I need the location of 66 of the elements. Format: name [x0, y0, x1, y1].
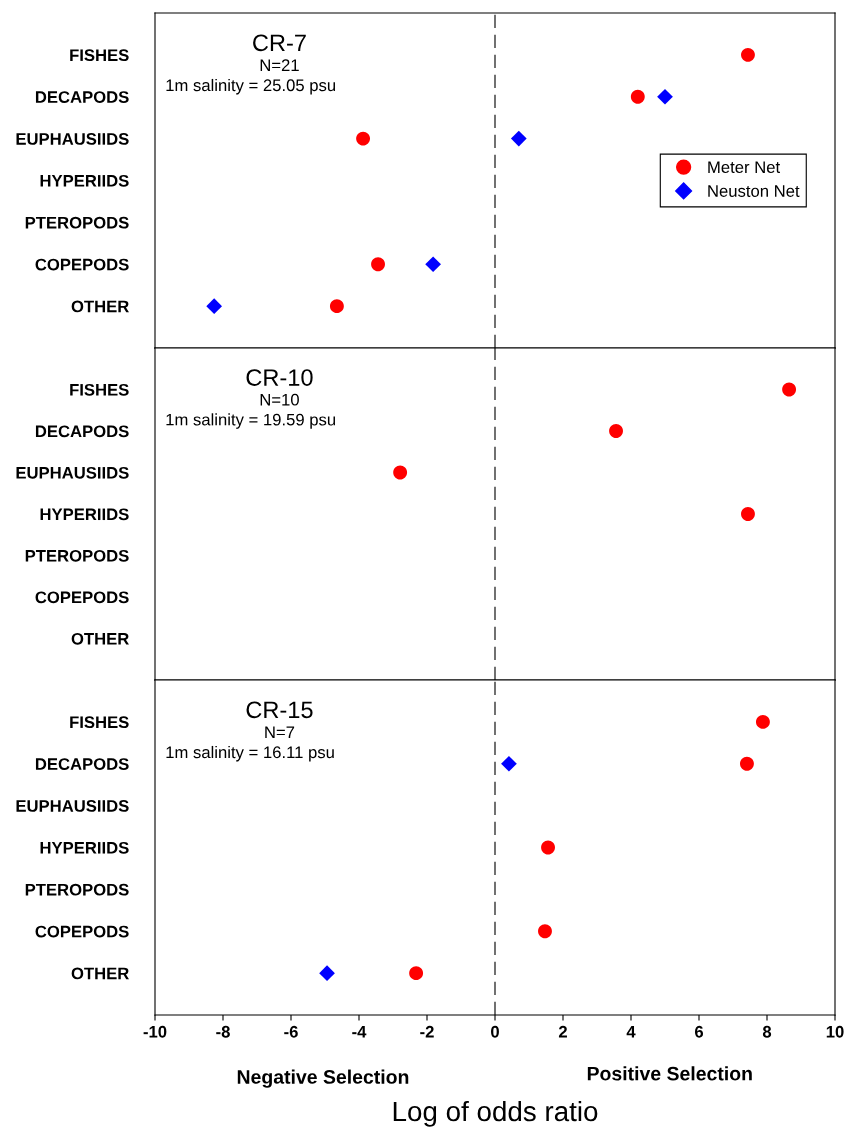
point: [741, 47, 755, 62]
point: [657, 88, 673, 105]
point: [319, 965, 335, 981]
y-tick-label: PTEROPODS: [25, 216, 129, 229]
point: [510, 130, 527, 147]
point: [741, 507, 755, 521]
point: [206, 298, 223, 314]
point: [782, 382, 797, 397]
y-tick-label: COPEPODS: [35, 591, 129, 604]
x-axis-title: Log of odds ratio: [393, 1100, 598, 1127]
point: [329, 299, 344, 314]
y-tick-label: OTHER: [71, 967, 129, 980]
point: [356, 131, 371, 146]
annotation: 1m salinity = 25.05 psu: [166, 78, 336, 95]
point: [740, 756, 754, 771]
y-tick-label: OTHER: [71, 300, 129, 313]
text: N=21: [260, 59, 299, 71]
y-tick-label: HYPERIIDS: [40, 174, 129, 187]
point: [630, 89, 645, 104]
x-tick-label: -6: [284, 1025, 298, 1038]
legend-label: Neuston Net: [708, 185, 800, 197]
y-tick-label: PTEROPODS: [25, 883, 129, 896]
point: [371, 257, 385, 272]
text: N=10: [260, 393, 299, 406]
y-tick-label: HYPERIIDS: [40, 508, 129, 521]
y-tick-label: FISHES: [70, 716, 129, 729]
x-tick-label: -4: [352, 1026, 367, 1038]
x-tick-label: -2: [420, 1025, 434, 1038]
y-tick-label: DECAPODS: [35, 91, 129, 103]
text: CR-15: [246, 701, 313, 719]
x-tick-label: -8: [216, 1025, 230, 1038]
legend-label: Meter Net: [708, 161, 781, 174]
x-tick-label: 0: [491, 1025, 499, 1038]
text: Negative Selection: [237, 1069, 409, 1088]
point: [755, 714, 770, 729]
y-tick-label: FISHES: [70, 49, 129, 62]
x-tick-label: 2: [558, 1025, 567, 1038]
x-tick-label: 8: [762, 1025, 772, 1038]
point: [541, 840, 555, 855]
y-tick-label: HYPERIIDS: [40, 841, 129, 854]
x-tick-label: 4: [626, 1026, 636, 1038]
annotation: 1m salinity = 19.59 psu: [166, 413, 336, 429]
point: [538, 924, 552, 939]
point: [409, 966, 424, 981]
y-tick-label: DECAPODS: [35, 425, 129, 438]
y-tick-label: EUPHAUSIIDS: [16, 466, 129, 479]
text: CR-7: [253, 34, 306, 52]
text: Positive Selection: [587, 1066, 752, 1081]
y-tick-label: FISHES: [70, 383, 129, 396]
y-tick-label: COPEPODS: [35, 925, 129, 938]
point: [425, 256, 441, 273]
text: N=7: [265, 726, 295, 738]
x-tick-label: 10: [826, 1025, 844, 1038]
y-tick-label: EUPHAUSIIDS: [16, 133, 129, 145]
point: [393, 465, 408, 480]
y-tick-label: DECAPODS: [35, 758, 129, 770]
text: CR-10: [246, 369, 313, 386]
y-tick-label: COPEPODS: [35, 258, 129, 271]
y-tick-label: PTEROPODS: [25, 549, 129, 562]
y-tick-label: OTHER: [71, 632, 129, 645]
y-tick-label: EUPHAUSIIDS: [16, 800, 129, 812]
x-tick-label: -10: [143, 1025, 167, 1038]
x-tick-label: 6: [694, 1025, 704, 1038]
annotation: 1m salinity = 16.11 psu: [166, 745, 334, 762]
point: [609, 424, 623, 438]
point: [501, 755, 517, 772]
